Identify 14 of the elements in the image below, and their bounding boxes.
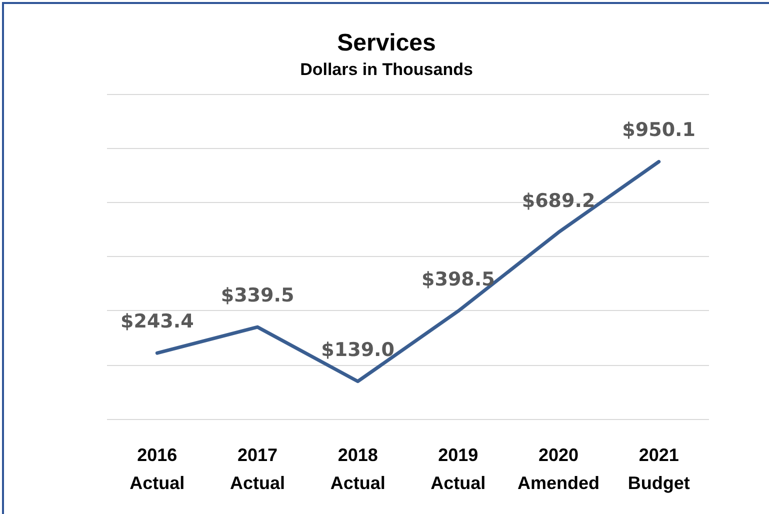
data-label: $139.0 bbox=[321, 338, 394, 361]
x-tick-label: 2019 Actual bbox=[430, 445, 486, 493]
data-label: $339.5 bbox=[220, 284, 294, 307]
x-tick-label: 2017 Actual bbox=[230, 445, 286, 493]
data-label: $950.1 bbox=[622, 119, 696, 142]
data-label: $243.4 bbox=[120, 310, 194, 333]
x-tick-label: 2020 Amended bbox=[517, 445, 600, 493]
chart-subtitle: Dollars in Thousands bbox=[300, 60, 473, 79]
x-tick-label: 2016 Actual bbox=[130, 445, 185, 493]
x-tick-label: 2018 Actual bbox=[330, 445, 386, 493]
data-label: $689.2 bbox=[522, 190, 596, 212]
chart-title: Services bbox=[337, 30, 436, 56]
x-tick-label: 2021 Budget bbox=[628, 445, 690, 493]
data-label: $398.5 bbox=[422, 268, 495, 291]
